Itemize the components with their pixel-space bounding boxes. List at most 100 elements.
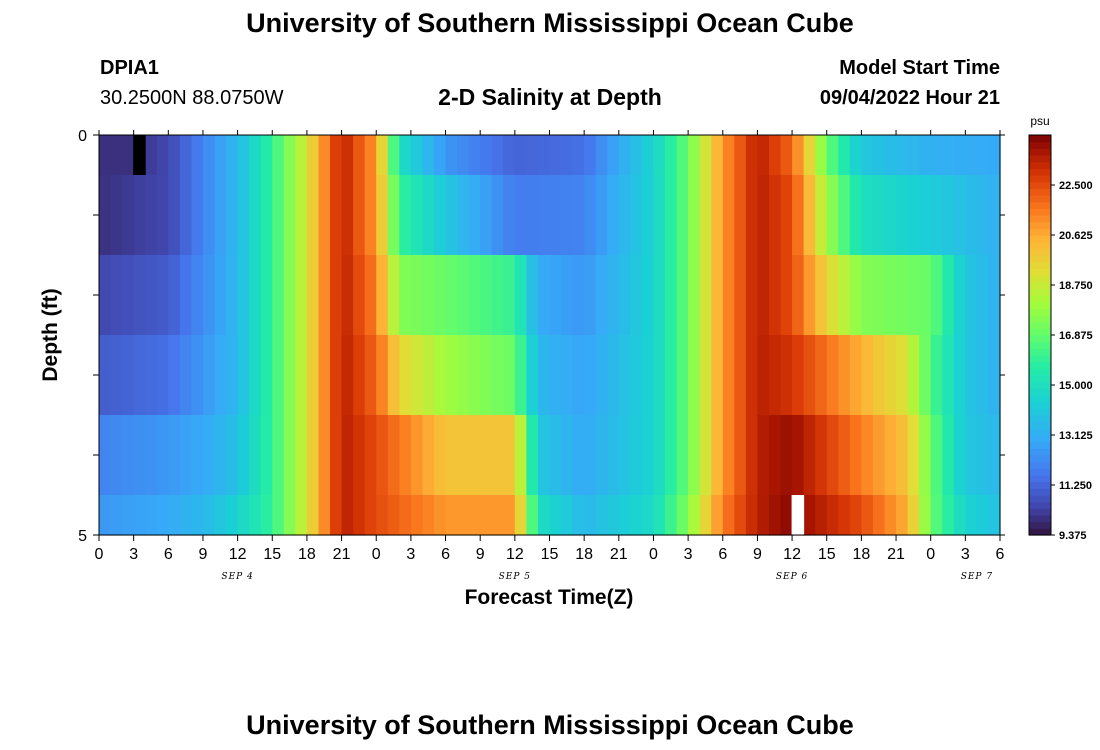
colorbar-segment bbox=[1029, 515, 1051, 523]
heatmap-cell bbox=[491, 175, 504, 256]
heatmap-cell bbox=[780, 415, 793, 496]
heatmap-cell bbox=[884, 255, 897, 336]
heatmap-cell bbox=[341, 255, 354, 336]
heatmap-cell bbox=[410, 495, 424, 536]
heatmap-cell bbox=[445, 495, 458, 536]
x-tick-label: 21 bbox=[610, 546, 628, 563]
heatmap-cell bbox=[110, 255, 123, 336]
heatmap-cell bbox=[99, 415, 112, 496]
heatmap-cell bbox=[872, 175, 886, 256]
x-tick-label: 3 bbox=[129, 546, 138, 563]
heatmap-cell bbox=[468, 495, 481, 536]
heatmap-cell bbox=[757, 255, 770, 336]
colorbar-segment bbox=[1029, 328, 1051, 336]
heatmap-cell bbox=[399, 135, 412, 176]
colorbar-segment bbox=[1029, 395, 1051, 403]
heatmap-cell bbox=[584, 135, 597, 176]
heatmap-cell bbox=[122, 335, 135, 416]
colorbar-segment bbox=[1029, 461, 1051, 469]
heatmap-cell bbox=[595, 255, 608, 336]
heatmap-cell bbox=[607, 415, 620, 496]
colorbar-segment bbox=[1029, 375, 1051, 383]
heatmap-cell bbox=[226, 415, 239, 496]
heatmap-cell bbox=[318, 175, 331, 256]
heatmap-cell bbox=[260, 495, 273, 536]
heatmap-cell bbox=[965, 495, 978, 536]
colorbar-segment bbox=[1029, 468, 1051, 476]
heatmap-cell bbox=[99, 335, 112, 416]
colorbar-segment bbox=[1029, 201, 1051, 209]
heatmap-cell bbox=[353, 255, 366, 336]
heatmap-cell bbox=[272, 175, 285, 256]
heatmap-cell bbox=[757, 335, 770, 416]
heatmap-cell bbox=[202, 255, 216, 336]
heatmap-cell bbox=[422, 175, 435, 256]
colorbar-segment bbox=[1029, 141, 1051, 149]
heatmap-cell bbox=[537, 135, 551, 176]
heatmap-cell bbox=[526, 255, 539, 336]
colorbar-segment bbox=[1029, 381, 1051, 389]
heatmap-cell bbox=[884, 135, 897, 176]
heatmap-cell bbox=[376, 415, 389, 496]
colorbar-segment bbox=[1029, 188, 1051, 196]
heatmap-cell bbox=[584, 415, 597, 496]
colorbar-tick-label: 11.250 bbox=[1059, 480, 1092, 492]
heatmap-cell bbox=[110, 335, 123, 416]
heatmap-cell bbox=[306, 255, 320, 336]
heatmap-cell bbox=[665, 415, 678, 496]
colorbar-segment bbox=[1029, 488, 1051, 496]
date-label: SEP 6 bbox=[776, 572, 808, 582]
heatmap-cell bbox=[457, 495, 470, 536]
heatmap-cell bbox=[942, 335, 955, 416]
heatmap-cell bbox=[376, 175, 389, 256]
heatmap-cell bbox=[168, 495, 181, 536]
heatmap-cell bbox=[387, 415, 400, 496]
heatmap-cell bbox=[503, 415, 516, 496]
heatmap-cell bbox=[838, 135, 851, 176]
heatmap-cell bbox=[480, 415, 493, 496]
heatmap-cell bbox=[318, 255, 331, 336]
colorbar-segment bbox=[1029, 408, 1051, 416]
heatmap-cell bbox=[930, 495, 943, 536]
heatmap-cell bbox=[122, 175, 135, 256]
colorbar-segment bbox=[1029, 281, 1051, 289]
heatmap-cell bbox=[630, 175, 643, 256]
heatmap-cell bbox=[318, 335, 331, 416]
heatmap-cell bbox=[988, 135, 1001, 176]
date-label: SEP 4 bbox=[221, 572, 253, 582]
x-tick-label: 15 bbox=[818, 546, 836, 563]
heatmap-cell bbox=[214, 175, 227, 256]
heatmap-cell bbox=[549, 175, 562, 256]
heatmap-cell bbox=[861, 495, 874, 536]
heatmap-cell bbox=[792, 175, 805, 256]
heatmap-cell bbox=[145, 175, 158, 256]
heatmap-cell bbox=[318, 135, 331, 176]
heatmap-cell bbox=[953, 175, 966, 256]
heatmap-cell bbox=[353, 415, 366, 496]
heatmap-cell bbox=[688, 495, 701, 536]
colorbar-segment bbox=[1029, 495, 1051, 503]
heatmap-cell bbox=[734, 135, 747, 176]
heatmap-cell bbox=[780, 255, 793, 336]
heatmap-cell bbox=[676, 335, 689, 416]
heatmap-cell bbox=[838, 255, 851, 336]
heatmap-cell bbox=[930, 335, 943, 416]
heatmap-cell bbox=[618, 135, 631, 176]
heatmap-cell bbox=[988, 255, 1001, 336]
colorbar-segment bbox=[1029, 208, 1051, 216]
heatmap-cell bbox=[907, 495, 920, 536]
x-tick-label: 0 bbox=[95, 546, 104, 563]
heatmap-cell bbox=[249, 175, 262, 256]
heatmap-cell bbox=[907, 135, 920, 176]
heatmap-cell bbox=[838, 495, 851, 536]
colorbar-segment bbox=[1029, 215, 1051, 223]
heatmap-cell bbox=[780, 335, 793, 416]
heatmap-cell bbox=[468, 335, 481, 416]
heatmap-cell bbox=[780, 175, 793, 256]
heatmap-cell bbox=[480, 255, 493, 336]
heatmap-cell bbox=[838, 175, 851, 256]
heatmap-cell bbox=[399, 415, 412, 496]
heatmap-cell bbox=[156, 255, 169, 336]
x-tick-label: 12 bbox=[506, 546, 524, 563]
heatmap-cell bbox=[757, 495, 770, 536]
